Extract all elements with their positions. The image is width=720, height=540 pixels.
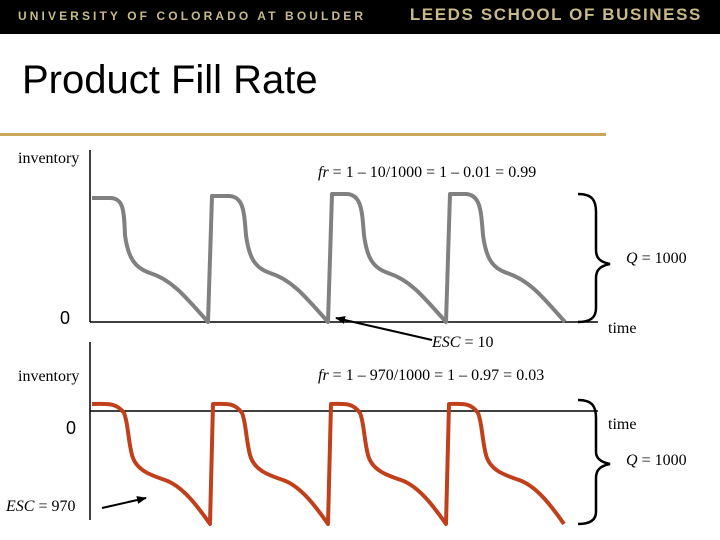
bottom-esc-label: ESC = 970 xyxy=(6,498,75,516)
esc-value: = 10 xyxy=(460,334,494,351)
top-zero-label: 0 xyxy=(60,308,71,328)
top-q-brace xyxy=(577,192,611,324)
fr-var: fr xyxy=(318,367,329,384)
bottom-zero-label: 0 xyxy=(66,418,77,438)
bottom-q-brace xyxy=(577,398,611,526)
bottom-q-label: Q = 1000 xyxy=(626,452,687,470)
top-esc-arrow xyxy=(335,316,433,341)
bottom-inventory-curve xyxy=(91,401,566,526)
q-value: = 1000 xyxy=(637,452,687,469)
bottom-y-axis-label: inventory xyxy=(18,368,80,385)
q-var: Q xyxy=(626,250,638,267)
slide-title: Product Fill Rate xyxy=(22,58,318,102)
q-var: Q xyxy=(626,452,638,469)
formula-text: = 1 – 10/1000 = 1 – 0.01 = 0.99 xyxy=(328,164,537,181)
esc-var: ESC xyxy=(6,498,35,515)
esc-value: = 970 xyxy=(34,498,76,515)
header-bar: UNIVERSITY OF COLORADO AT BOULDER LEEDS … xyxy=(0,0,720,34)
top-fill-rate-formula: fr = 1 – 10/1000 = 1 – 0.01 = 0.99 xyxy=(318,164,536,182)
school-name: LEEDS SCHOOL OF BUSINESS xyxy=(409,5,702,24)
bottom-fill-rate-formula: fr = 1 – 970/1000 = 1 – 0.97 = 0.03 xyxy=(318,367,544,385)
formula-text: = 1 – 970/1000 = 1 – 0.97 = 0.03 xyxy=(328,367,545,384)
fr-var: fr xyxy=(318,164,329,181)
esc-var: ESC xyxy=(432,334,461,351)
top-inventory-curve xyxy=(92,192,567,324)
bottom-esc-arrow xyxy=(101,496,147,509)
top-esc-label: ESC = 10 xyxy=(432,334,493,352)
top-y-axis-label: inventory xyxy=(18,150,80,167)
title-rule xyxy=(0,133,606,136)
top-time-label: time xyxy=(608,320,637,337)
top-q-label: Q = 1000 xyxy=(626,250,687,268)
q-value: = 1000 xyxy=(637,250,687,267)
university-name: UNIVERSITY OF COLORADO AT BOULDER xyxy=(18,9,367,23)
bottom-time-label: time xyxy=(608,416,637,433)
